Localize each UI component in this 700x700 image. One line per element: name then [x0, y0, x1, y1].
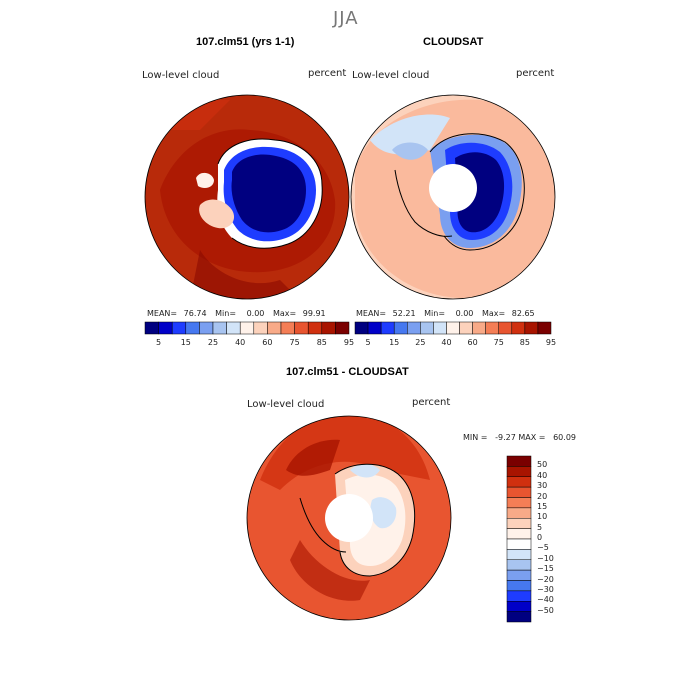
colorbar-panel2-swatch: [537, 321, 552, 335]
colorbar-diff-tick-label: −30: [537, 584, 554, 594]
colorbar-diff: [506, 455, 532, 623]
colorbar-diff-swatch: [506, 476, 532, 488]
colorbar-panel1-tick-label: 40: [235, 338, 246, 347]
panel1-stats: MEAN= 76.74 Min= 0.00 Max= 99.91: [147, 309, 326, 318]
colorbar-panel2-tick-label: 60: [467, 338, 478, 347]
colorbar-diff-swatch: [506, 518, 532, 529]
colorbar-diff-tick-label: −40: [537, 595, 554, 605]
panel3-title: 107.clm51 - CLOUDSAT: [286, 366, 409, 378]
colorbar-panel1-tick-label: 5: [156, 338, 162, 347]
colorbar-diff-tick-label: 10: [537, 512, 548, 522]
colorbar-diff-tick-label: 0: [537, 533, 543, 542]
panel2-min-label: Min=: [424, 309, 446, 318]
season-title: JJA: [333, 8, 359, 29]
panel1-mean-label: MEAN=: [147, 309, 178, 318]
colorbar-diff-tick-label: −20: [537, 574, 554, 584]
colorbar-diff-tick-label: 15: [537, 501, 548, 511]
panel2-variable: Low-level cloud: [352, 70, 430, 81]
colorbar-panel1-ticks: 5 15 25 40 60 75 85 95: [145, 338, 354, 350]
colorbar-diff-tick-label: 40: [537, 470, 548, 480]
colorbar-diff-swatch: [506, 601, 532, 612]
colorbar-panel2-tick-label: 85: [519, 338, 530, 347]
panel1-title: 107.clm51 (yrs 1-1): [196, 36, 295, 48]
colorbar-diff-tick-label: −50: [537, 605, 554, 615]
colorbar-diff-tick-label: −15: [537, 564, 554, 574]
colorbar-diff-swatch: [506, 580, 532, 592]
colorbar-diff-swatch: [506, 528, 532, 540]
colorbar-diff-swatch: [506, 455, 532, 467]
colorbar-panel2-tick-label: 95: [545, 338, 557, 347]
colorbar-panel1-tick-label: 15: [180, 338, 191, 347]
panel2-max-value: 82.65: [511, 309, 535, 318]
panel1-max-value: 99.91: [302, 309, 326, 318]
panel3-variable: Low-level cloud: [247, 399, 325, 410]
colorbar-panel2-tick-label: 15: [389, 338, 400, 347]
colorbar-diff-swatch: [506, 549, 532, 560]
colorbar-panel1-swatch: [335, 321, 350, 335]
colorbar-diff-tick-label: 5: [537, 522, 543, 532]
colorbar-panel1-tick-label: 25: [207, 338, 219, 347]
colorbar-diff-swatch: [506, 559, 532, 571]
colorbar-diff-tick-label: −5: [537, 543, 549, 553]
colorbar-panel1: [144, 321, 350, 335]
colorbar-panel2-tick-label: 75: [493, 338, 504, 347]
colorbar-panel1-tick-label: 85: [316, 338, 327, 347]
colorbar-diff-tick-label: 20: [537, 491, 548, 501]
panel2-min-value: 0.00: [455, 309, 474, 318]
panel2-mean-value: 52.21: [392, 309, 416, 318]
colorbar-panel1-tick-label: 60: [262, 338, 273, 347]
colorbar-diff-swatch: [506, 590, 532, 602]
colorbar-diff-swatch: [506, 497, 532, 509]
colorbar-diff-ticks: 50 40 30 20 15 10 5 0 −5 −10 −15 −20 −30 −40 −50: [537, 456, 577, 622]
panel3-minmax: MIN = -9.27 MAX = 60.09: [463, 433, 576, 442]
panel1-variable: Low-level cloud: [142, 70, 220, 81]
colorbar-diff-swatch: [506, 486, 532, 498]
panel2-max-label: Max=: [481, 309, 506, 318]
colorbar-diff-swatch: [506, 569, 532, 581]
colorbar-panel1-tick-label: 95: [343, 338, 355, 347]
panel2-stats: MEAN= 52.21 Min= 0.00 Max= 82.65: [356, 309, 535, 318]
colorbar-panel2-tick-label: 40: [441, 338, 452, 347]
colorbar-panel1-tick-label: 75: [289, 338, 300, 347]
colorbar-diff-swatch: [506, 507, 532, 519]
panel1-mean-value: 76.74: [183, 309, 207, 318]
panel2-units: percent: [516, 68, 555, 79]
colorbar-diff-tick-label: −10: [537, 553, 554, 563]
colorbar-panel2-tick-label: 5: [365, 338, 371, 347]
panel1-min-value: 0.00: [246, 309, 265, 318]
panel3-units: percent: [412, 397, 451, 408]
panel2-title: CLOUDSAT: [423, 36, 484, 48]
panel1-units: percent: [308, 68, 347, 79]
panel1-min-label: Min=: [215, 309, 237, 318]
colorbar-panel2-ticks: 5 15 25 40 60 75 85 95: [355, 338, 557, 350]
colorbar-diff-tick-label: 50: [537, 460, 548, 470]
colorbar-diff-swatch: [506, 611, 532, 623]
panel1-max-label: Max=: [272, 309, 297, 318]
colorbar-diff-swatch: [506, 466, 532, 477]
colorbar-panel2-tick-label: 25: [415, 338, 426, 347]
colorbar-diff-tick-label: 30: [537, 481, 548, 491]
colorbar-diff-swatch: [506, 538, 532, 550]
panel2-mean-label: MEAN=: [356, 309, 387, 318]
colorbar-panel2: [354, 321, 552, 335]
